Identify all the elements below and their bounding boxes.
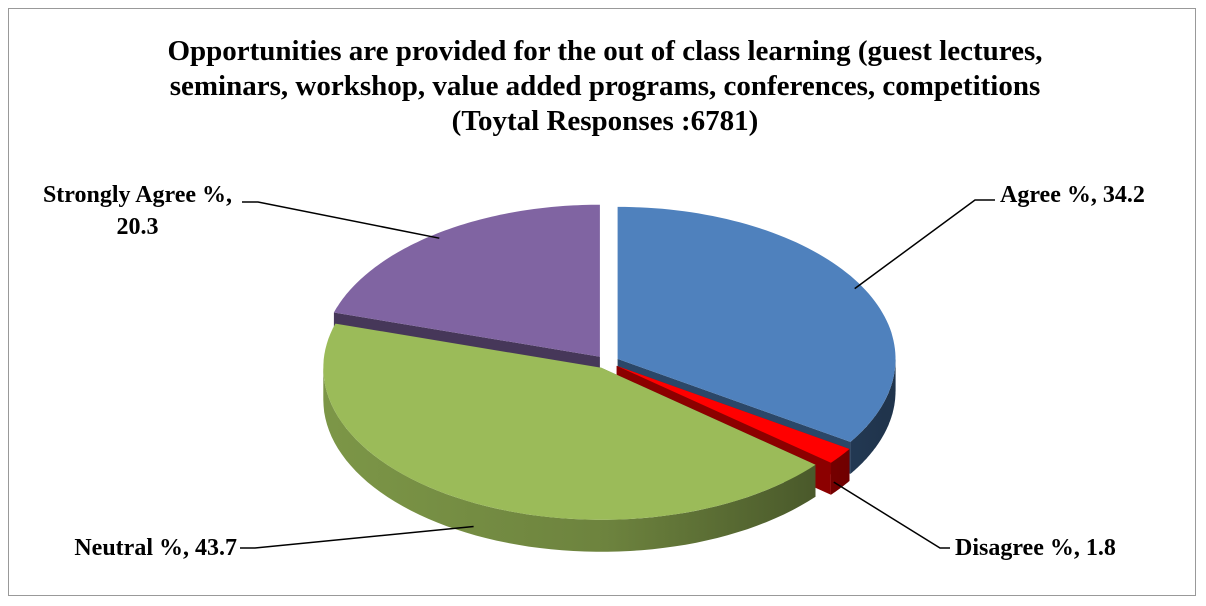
leader-line	[240, 525, 474, 549]
data-label: Strongly Agree %, 20.3	[42, 182, 233, 240]
data-label: Agree %, 34.2	[1000, 182, 1145, 208]
leader-line	[833, 481, 950, 549]
leader-line	[854, 199, 995, 290]
data-label: Neutral %, 43.7	[74, 535, 237, 561]
slice	[616, 365, 850, 463]
data-label: Disagree %, 1.8	[955, 535, 1116, 561]
chart-frame	[8, 8, 1196, 596]
slice	[333, 204, 600, 357]
slice-wall	[323, 367, 816, 552]
slice-wall	[850, 358, 896, 474]
slice	[617, 206, 896, 442]
chart-title: Opportunities are provided for the out o…	[167, 35, 1043, 137]
leader-line	[242, 201, 440, 239]
slice	[323, 323, 816, 520]
